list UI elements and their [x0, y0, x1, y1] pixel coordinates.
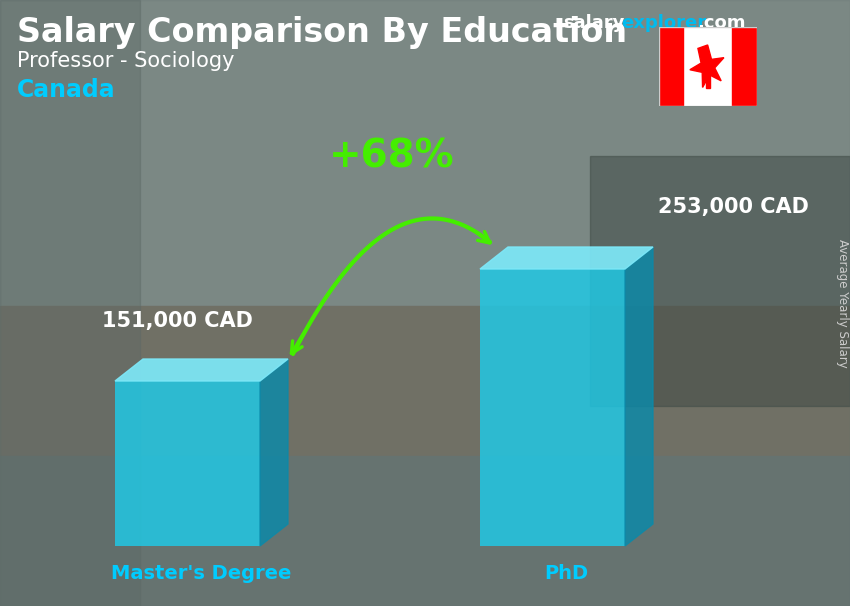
- Text: Professor - Sociology: Professor - Sociology: [17, 51, 235, 71]
- Text: .com: .com: [697, 14, 745, 32]
- Text: +68%: +68%: [329, 138, 454, 176]
- Bar: [0, 456, 850, 606]
- Bar: [480, 269, 625, 546]
- Text: 253,000 CAD: 253,000 CAD: [658, 197, 808, 217]
- Polygon shape: [480, 247, 653, 269]
- Text: Canada: Canada: [17, 78, 116, 102]
- Text: explorer: explorer: [621, 14, 706, 32]
- Bar: [0, 306, 850, 456]
- Text: salary: salary: [563, 14, 625, 32]
- Bar: [732, 27, 756, 106]
- Bar: [0, 0, 850, 306]
- Bar: [706, 75, 710, 88]
- Polygon shape: [260, 359, 288, 546]
- Polygon shape: [625, 247, 653, 546]
- Text: Average Yearly Salary: Average Yearly Salary: [836, 239, 849, 367]
- Text: 151,000 CAD: 151,000 CAD: [102, 311, 253, 331]
- Bar: [0, 0, 140, 606]
- Text: PhD: PhD: [545, 564, 588, 583]
- Bar: [115, 381, 260, 546]
- Bar: [590, 156, 850, 406]
- Text: Salary Comparison By Education: Salary Comparison By Education: [17, 16, 627, 49]
- Text: Master's Degree: Master's Degree: [111, 564, 292, 583]
- Bar: [659, 27, 683, 106]
- Polygon shape: [115, 359, 288, 381]
- Polygon shape: [690, 45, 724, 87]
